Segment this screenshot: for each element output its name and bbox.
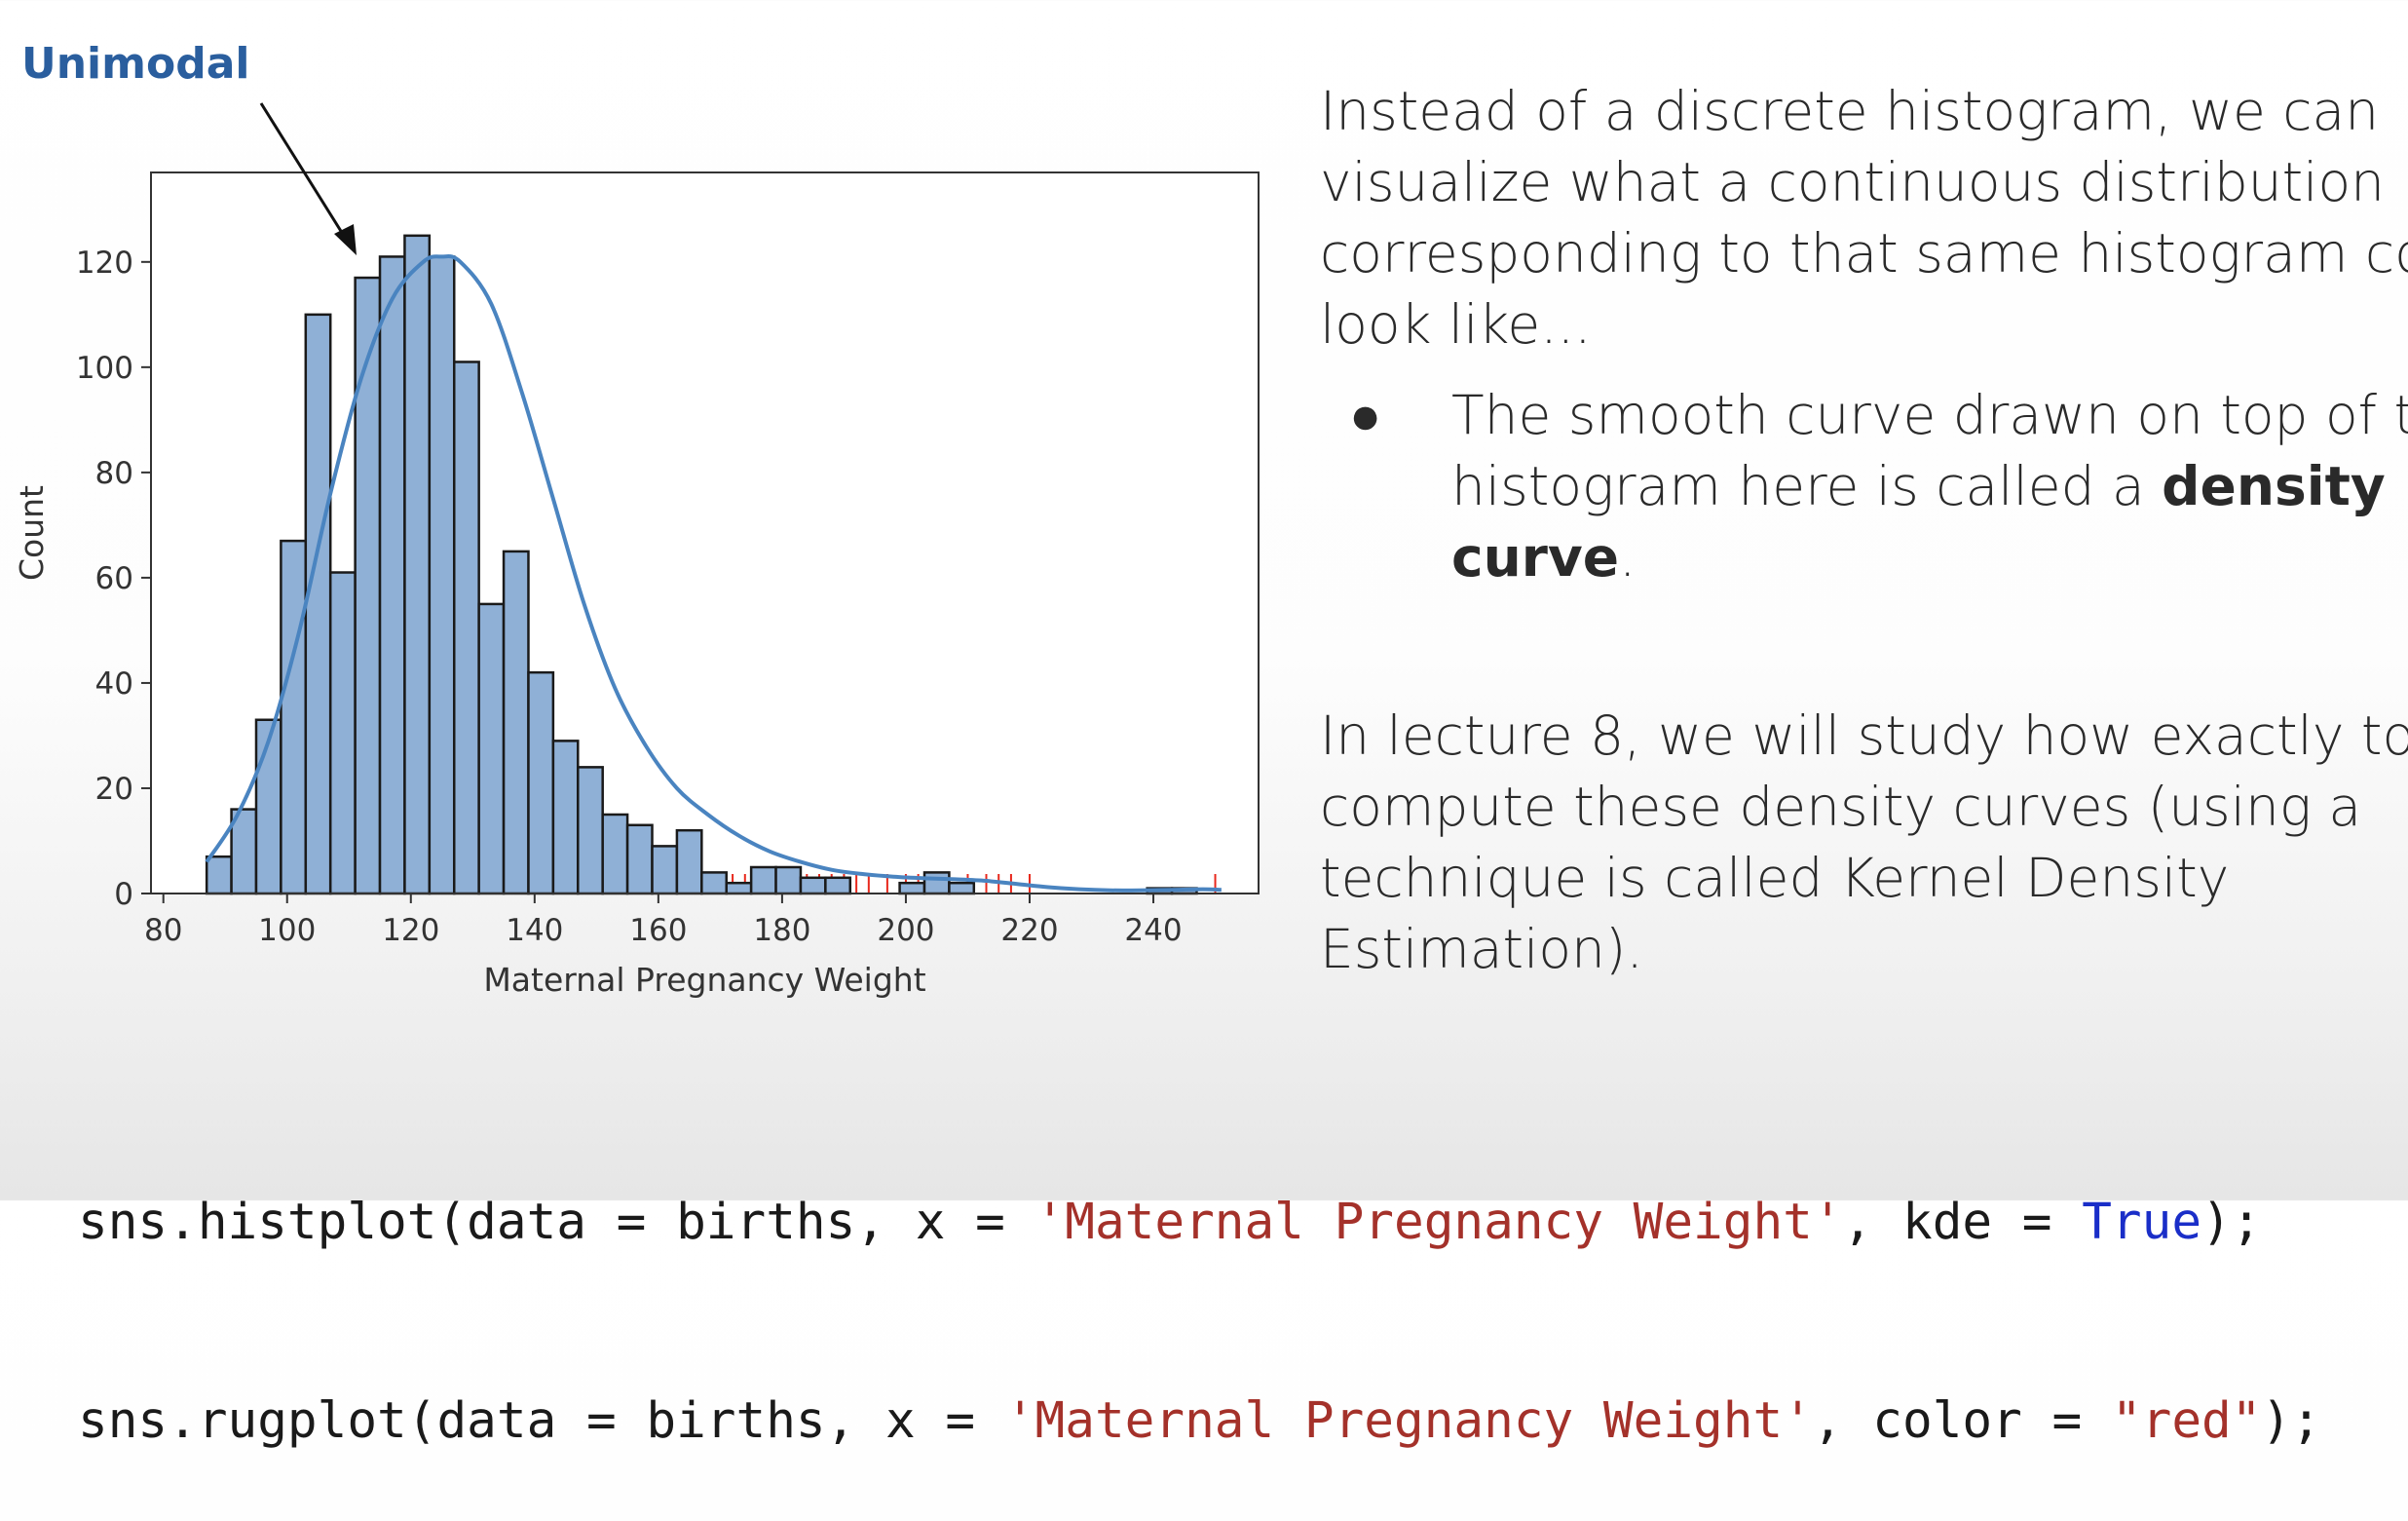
para1-line: Instead of a discrete histogram, we can xyxy=(1320,80,2380,142)
histogram-bar xyxy=(403,234,432,895)
histogram-bar xyxy=(625,823,654,895)
annotation-label: Unimodal xyxy=(21,39,250,89)
paragraph-1: Instead of a discrete histogram, we can … xyxy=(1320,76,2408,361)
code-string: "red" xyxy=(2111,1392,2262,1450)
code-snippet: sns.histplot(data = births, x = 'Materna… xyxy=(78,1057,2321,1521)
x-tick-label: 80 xyxy=(144,913,182,948)
para2-line: technique is called Kernel Density xyxy=(1320,847,2230,909)
y-tick-label: 0 xyxy=(114,877,133,912)
bullet-dot: ● xyxy=(1349,384,1382,446)
y-tick-label: 100 xyxy=(76,351,133,386)
code-text: , color = xyxy=(1812,1392,2112,1450)
bullet-line: The smooth curve drawn on top of the xyxy=(1451,384,2408,446)
y-tick-label: 20 xyxy=(95,772,133,807)
histogram-bar xyxy=(502,550,530,895)
histogram-bar xyxy=(428,255,456,895)
histogram-bar xyxy=(577,766,604,895)
para1-line: corresponding to that same histogram cou… xyxy=(1320,222,2408,285)
histogram-bar xyxy=(749,865,777,895)
histogram-bar xyxy=(774,865,803,895)
explanation-text: Instead of a discrete histogram, we can … xyxy=(1320,76,2408,985)
para1-line: look like... xyxy=(1320,293,1592,356)
y-axis-label: Count xyxy=(13,485,51,581)
histogram-bar xyxy=(205,855,233,895)
code-line-rugplot: sns.rugplot(data = births, x = 'Maternal… xyxy=(78,1388,2321,1455)
para1-line: visualize what a continuous distribution xyxy=(1320,151,2385,213)
code-keyword: True xyxy=(2082,1194,2202,1251)
x-tick-label: 180 xyxy=(753,913,810,948)
histogram-bar xyxy=(354,276,382,895)
x-tick-label: 100 xyxy=(258,913,316,948)
y-tick-label: 120 xyxy=(76,246,133,281)
y-tick-label: 80 xyxy=(95,456,133,491)
histogram-bar xyxy=(304,313,332,895)
code-string: 'Maternal Pregnancy Weight' xyxy=(1035,1194,1843,1251)
code-text: ); xyxy=(2261,1392,2321,1450)
x-tick-label: 160 xyxy=(629,913,687,948)
para2-line: compute these density curves (using a xyxy=(1320,776,2362,838)
x-tick-label: 240 xyxy=(1124,913,1182,948)
axes-frame xyxy=(150,171,1260,894)
histogram-bar xyxy=(922,871,951,895)
code-text: ); xyxy=(2201,1194,2262,1251)
kde-density-curve xyxy=(205,253,1222,893)
y-tick-label: 60 xyxy=(95,561,133,596)
y-tick-label: 40 xyxy=(95,666,133,702)
histogram-bar xyxy=(527,670,555,895)
histogram-bar xyxy=(477,602,506,895)
histogram-bar xyxy=(378,255,406,895)
x-tick-label: 120 xyxy=(382,913,439,948)
histogram-bar xyxy=(651,845,679,895)
paragraph-2: In lecture 8, we will study how exactly … xyxy=(1320,701,2408,985)
code-text: , kde = xyxy=(1842,1194,2083,1251)
histogram-bar xyxy=(898,881,926,895)
histogram-bar xyxy=(824,876,852,895)
histogram-bar xyxy=(799,876,827,895)
x-axis-ticks: 80 100 120 140 160 180 200 220 240 xyxy=(144,894,1183,948)
bold-term: curve xyxy=(1451,526,1620,589)
x-tick-label: 140 xyxy=(506,913,563,948)
histogram-bar xyxy=(700,871,728,895)
para2-line: Estimation). xyxy=(1320,918,1643,980)
histogram-bar xyxy=(675,828,703,895)
x-tick-label: 200 xyxy=(877,913,934,948)
histogram-bar xyxy=(551,740,580,895)
histogram-bar xyxy=(328,571,357,895)
bullet-item: ● The smooth curve drawn on top of the h… xyxy=(1320,380,2408,593)
bold-term: density xyxy=(2162,455,2386,517)
y-axis-ticks: 0 20 40 60 80 100 120 xyxy=(76,246,151,912)
histogram-bar xyxy=(452,361,480,895)
histogram-bar xyxy=(601,813,629,895)
x-axis-label: Maternal Pregnancy Weight xyxy=(483,961,925,999)
bullet-line: histogram here is called a xyxy=(1451,455,2163,517)
histogram-bar xyxy=(725,881,753,895)
annotation-arrow xyxy=(259,102,357,255)
histogram-chart: 80 100 120 140 160 180 200 220 240 0 20 40 60 80 100 1… xyxy=(13,102,1260,999)
histogram-bar xyxy=(280,539,308,895)
x-tick-label: 220 xyxy=(1000,913,1058,948)
code-text: sns.histplot(data = births, x = xyxy=(78,1194,1035,1251)
code-line-histplot: sns.histplot(data = births, x = 'Materna… xyxy=(78,1190,2321,1256)
code-string: 'Maternal Pregnancy Weight' xyxy=(1004,1392,1813,1450)
para2-line: In lecture 8, we will study how exactly … xyxy=(1320,704,2408,767)
bullet-suffix: . xyxy=(1619,526,1637,589)
histogram-bar xyxy=(948,881,976,895)
code-text: sns.rugplot(data = births, x = xyxy=(78,1392,1005,1450)
